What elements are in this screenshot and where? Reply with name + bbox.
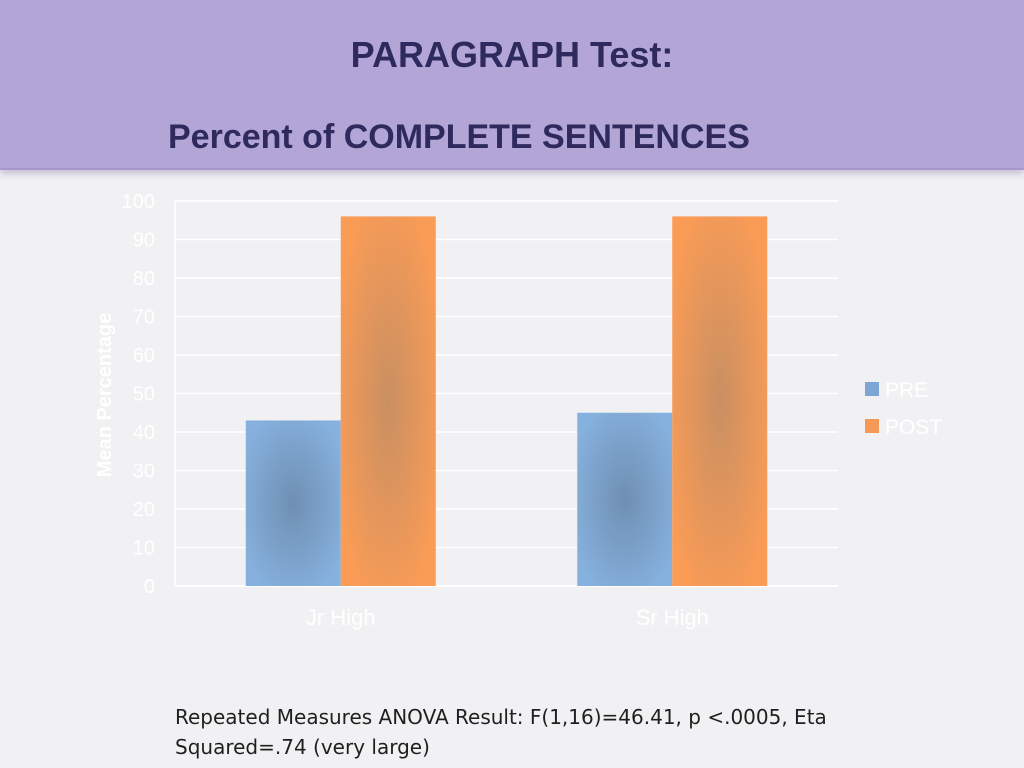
anova-result-line2: Squared=.74 (very large) <box>175 735 430 759</box>
legend-swatch-pre <box>865 382 879 396</box>
y-tick-label: 40 <box>133 422 155 444</box>
bar-pre-jr-high <box>245 420 341 586</box>
x-tick-label: Jr High <box>306 605 376 630</box>
y-tick-label: 10 <box>133 538 155 560</box>
y-axis-ticks: 0 10 20 30 40 50 60 70 80 90 100 <box>122 191 155 598</box>
y-tick-label: 90 <box>133 230 155 252</box>
y-axis-title: Mean Percentage <box>94 313 116 478</box>
slide-subtitle: Percent of COMPLETE SENTENCES <box>168 118 750 156</box>
y-tick-label: 100 <box>122 191 155 213</box>
legend-label-pre: PRE <box>885 379 928 402</box>
bar-post-sr-high <box>672 216 768 586</box>
bar-pre-sr-high <box>577 412 673 586</box>
y-tick-label: 30 <box>133 461 155 483</box>
legend-swatch-post <box>865 419 879 433</box>
y-tick-label: 0 <box>144 576 155 598</box>
x-tick-label: Sr High <box>636 605 709 630</box>
x-axis-labels: Jr High Sr High <box>306 605 709 630</box>
chart-bars <box>245 216 768 586</box>
chart-legend: PRE POST <box>865 379 942 439</box>
y-tick-label: 60 <box>133 345 155 367</box>
y-tick-label: 80 <box>133 268 155 290</box>
y-tick-label: 20 <box>133 499 155 521</box>
anova-result-line1: Repeated Measures ANOVA Result: F(1,16)=… <box>175 705 827 729</box>
slide-title: PARAGRAPH Test: <box>350 34 674 75</box>
bar-post-jr-high <box>340 216 436 586</box>
y-tick-label: 70 <box>133 307 155 329</box>
slide-header <box>0 0 1024 170</box>
anova-result-note: Repeated Measures ANOVA Result: F(1,16)=… <box>175 702 875 762</box>
y-tick-label: 50 <box>133 384 155 406</box>
legend-label-post: POST <box>885 416 942 439</box>
